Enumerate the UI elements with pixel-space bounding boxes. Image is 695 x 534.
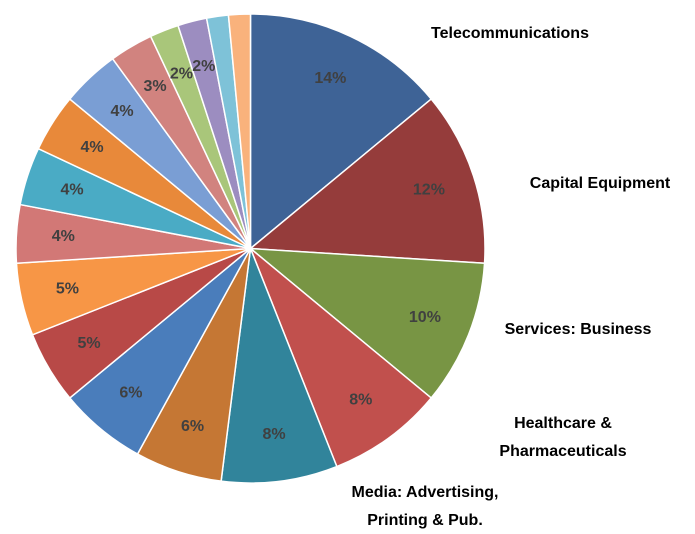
data-label: 12% bbox=[413, 182, 445, 199]
pie-slice bbox=[249, 247, 433, 468]
category-label: Healthcare & Pharmaceuticals bbox=[499, 415, 627, 460]
pie-slice bbox=[249, 13, 433, 251]
pie-slice bbox=[227, 13, 252, 249]
pie-slice bbox=[220, 248, 338, 484]
data-label: 8% bbox=[262, 426, 285, 443]
category-label: Services: Business bbox=[504, 321, 652, 338]
data-label: 2% bbox=[170, 65, 193, 82]
data-label: 10% bbox=[409, 309, 441, 326]
pie-slice bbox=[248, 97, 486, 265]
data-label: 6% bbox=[119, 384, 142, 401]
data-label: 2% bbox=[192, 58, 215, 75]
data-label: 6% bbox=[181, 418, 204, 435]
data-label: 4% bbox=[81, 139, 104, 156]
data-label: 4% bbox=[111, 103, 134, 120]
data-label: 4% bbox=[52, 228, 75, 245]
pie-slice bbox=[248, 247, 486, 400]
category-label: Media: Advertising, Printing & Pub. bbox=[351, 484, 499, 529]
data-label: 14% bbox=[314, 70, 346, 87]
data-label: 8% bbox=[349, 391, 372, 408]
category-label: Capital Equipment bbox=[529, 175, 671, 192]
category-label: Telecommunications bbox=[431, 25, 589, 42]
data-label: 5% bbox=[77, 335, 100, 352]
data-label: 5% bbox=[56, 281, 79, 298]
data-label: 3% bbox=[143, 78, 166, 95]
data-label: 4% bbox=[61, 182, 84, 199]
